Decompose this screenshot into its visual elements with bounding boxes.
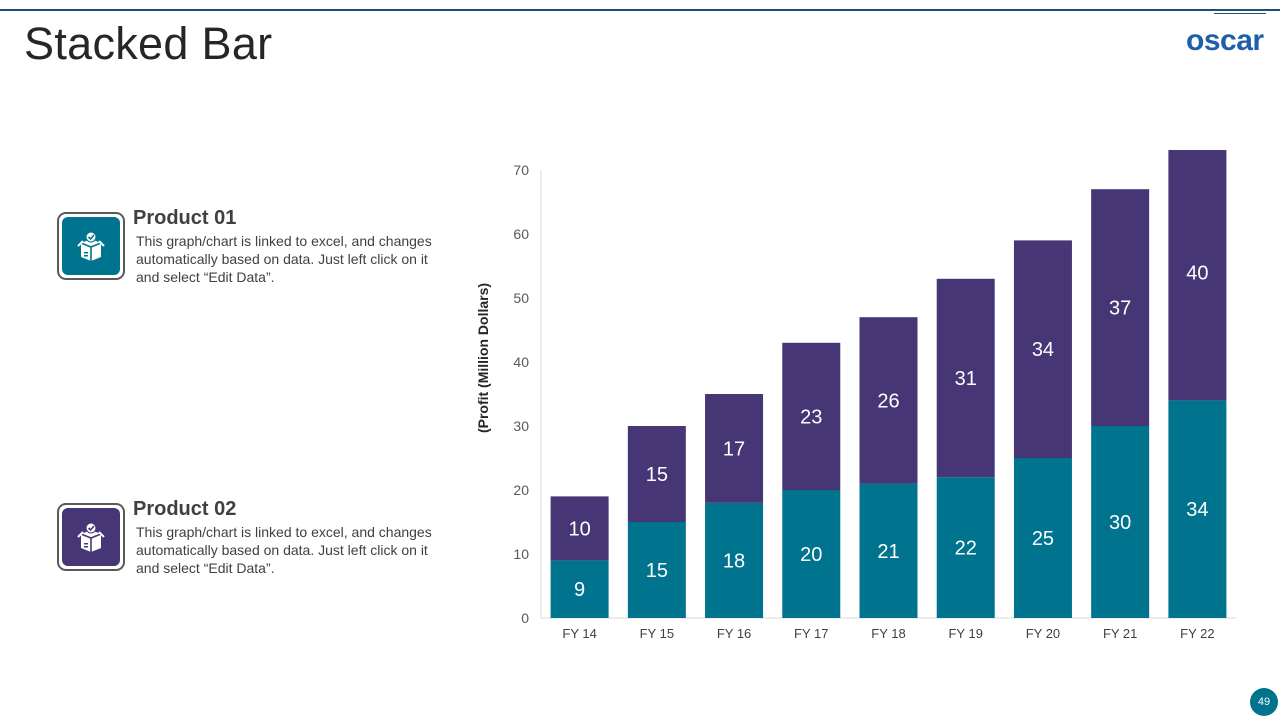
stacked-bar-chart: 0 10 20 30 40 50 60 70 (Profit (Million Dollars)… <box>475 150 1236 641</box>
product-02-title: Product 02 <box>133 498 237 520</box>
data-label: 18 <box>723 550 745 572</box>
data-label: 31 <box>955 368 977 390</box>
y-tick-label: 60 <box>513 226 529 242</box>
x-tick-label: FY 14 <box>562 626 596 641</box>
y-tick-label: 10 <box>513 546 529 562</box>
bar-product01 <box>550 560 609 618</box>
page-title: Stacked Bar <box>24 18 273 69</box>
data-label: 10 <box>568 518 590 540</box>
bar-product02 <box>859 317 918 484</box>
data-label: 26 <box>877 390 899 412</box>
x-tick-label: FY 15 <box>640 626 674 641</box>
data-label: 34 <box>1032 339 1054 361</box>
bar-product02 <box>550 496 609 561</box>
box-check-icon <box>62 217 120 275</box>
bar-product02 <box>627 426 686 522</box>
bar-product02 <box>936 278 995 478</box>
data-label: 15 <box>646 464 668 486</box>
page-number-badge: 49 <box>1250 688 1278 716</box>
y-tick-label: 70 <box>513 162 529 178</box>
x-tick-label: FY 19 <box>948 626 982 641</box>
x-tick-label: FY 18 <box>871 626 905 641</box>
data-label: 17 <box>723 438 745 460</box>
bar-product01 <box>705 502 764 618</box>
logo-rule <box>1214 13 1266 14</box>
product-02-icon-frame <box>57 503 125 571</box>
product-02-card: Product 02 This graph/chart is linked to… <box>57 498 457 576</box>
data-label: 30 <box>1109 512 1131 534</box>
oscar-logo: oscar <box>1186 24 1264 57</box>
bar-product02 <box>705 394 764 503</box>
product-02-description: This graph/chart is linked to excel, and… <box>136 524 432 576</box>
y-tick-label: 0 <box>521 610 529 626</box>
y-axis-label: (Profit (Million Dollars) <box>475 283 491 433</box>
bar-product01 <box>859 483 918 618</box>
data-label: 23 <box>800 406 822 428</box>
bar-product01 <box>1013 458 1072 618</box>
y-tick-label: 50 <box>513 290 529 306</box>
x-tick-label: FY 21 <box>1103 626 1137 641</box>
x-tick-label: FY 16 <box>717 626 751 641</box>
y-tick-label: 40 <box>513 354 529 370</box>
data-label: 37 <box>1109 298 1131 320</box>
y-tick-label: 20 <box>513 482 529 498</box>
data-label: 25 <box>1032 528 1054 550</box>
bar-product02 <box>1091 189 1150 426</box>
bar-product02 <box>782 342 841 490</box>
bar-product01 <box>1168 400 1227 618</box>
x-tick-label: FY 17 <box>794 626 828 641</box>
data-label: 9 <box>574 579 585 601</box>
product-01-title: Product 01 <box>133 207 237 229</box>
bar-product02 <box>1168 150 1227 401</box>
bar-product02 <box>1013 240 1072 458</box>
top-rule <box>0 9 1280 11</box>
data-label: 22 <box>955 538 977 560</box>
product-01-description: This graph/chart is linked to excel, and… <box>136 233 432 285</box>
product-01-card: Product 01 This graph/chart is linked to… <box>57 207 457 285</box>
product-01-icon-frame <box>57 212 125 280</box>
bar-product01 <box>627 522 686 618</box>
bar-product01 <box>1091 426 1150 618</box>
data-label: 40 <box>1186 262 1208 284</box>
y-tick-label: 30 <box>513 418 529 434</box>
x-tick-label: FY 22 <box>1180 626 1214 641</box>
data-label: 34 <box>1186 499 1208 521</box>
data-label: 20 <box>800 544 822 566</box>
bar-product01 <box>936 477 995 618</box>
data-label: 21 <box>877 541 899 563</box>
x-tick-label: FY 20 <box>1026 626 1060 641</box>
bar-product01 <box>782 490 841 618</box>
box-check-icon <box>62 508 120 566</box>
data-label: 15 <box>646 560 668 582</box>
